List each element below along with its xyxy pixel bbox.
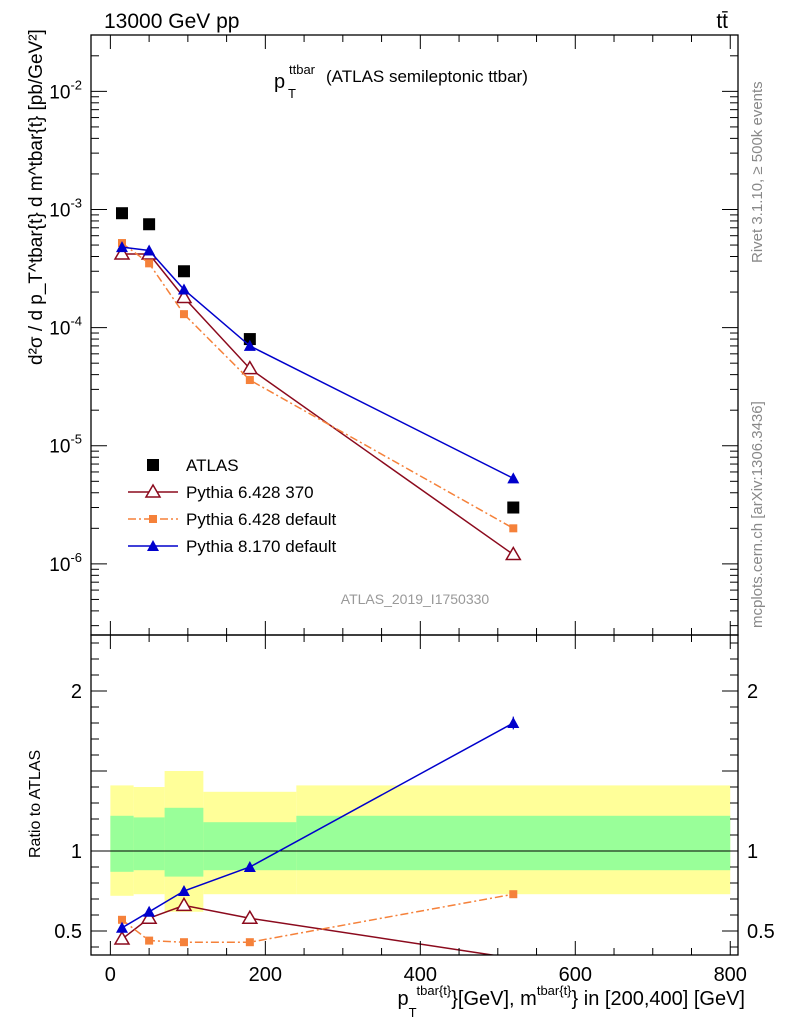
main-y-tick-label-3: 10-5: [49, 432, 82, 458]
x-axis-label: pTtbar{t}}[GeV], mtbar{t}} in [200,400] …: [397, 983, 745, 1020]
main-y-tick-label-exp-2: -4: [70, 314, 82, 329]
main-point-pythia-8-170-default-4: [507, 472, 520, 484]
main-point-pythia-8-170-default-2: [177, 283, 190, 295]
ratio-y-tick-label-right-2: 2: [747, 681, 758, 703]
main-point-pythia-8-170-default-1: [143, 244, 156, 256]
main-y-tick-label-base-2: 10: [49, 319, 70, 340]
title-superscript: ttbar: [289, 62, 316, 77]
main-point-pythia-6-428-default-2: [179, 310, 188, 319]
ratio-y-tick-label-right-1: 1: [747, 841, 758, 863]
ratio-point-pythia-6-428-370-1: [140, 909, 158, 924]
ratio-point-pythia-6-428-default-0: [117, 915, 126, 924]
title-subscript: T: [288, 86, 296, 101]
main-y-tick-label-0: 10-2: [49, 77, 82, 103]
ratio-point-pythia-6-428-default-3: [245, 938, 254, 947]
main-y-axis-label: d²σ / d p_T^tbar{t} d m^tbar{t} [pb/GeV²…: [26, 29, 47, 365]
ratio-point-pythia-8-170-default-0: [115, 921, 128, 933]
main-y-tick-label-exp-3: -5: [70, 432, 82, 447]
ratio-point-pythia-6-428-default-2: [179, 938, 188, 947]
legend-marker-pythia-6-428-default: [149, 515, 157, 523]
main-y-tick-label-2: 10-4: [49, 314, 82, 340]
main-point-pythia-6-428-370-3: [241, 360, 259, 375]
main-point-pythia-6-428-default-1: [145, 259, 154, 268]
plot-title: p ttbar T (ATLAS semileptonic ttbar): [274, 62, 528, 101]
main-point-pythia-8-170-default-3: [243, 339, 256, 351]
ratio-uncertainty-bands: [110, 771, 731, 912]
main-y-tick-label-base-0: 10: [49, 82, 70, 103]
mcplots-label: mcplots.cern.ch [arXiv:1306.3436]: [749, 401, 766, 628]
ratio-y-tick-label-left-2: 2: [71, 681, 82, 703]
x-tick-label-800: 800: [714, 964, 747, 986]
main-y-tick-label-base-3: 10: [49, 437, 70, 458]
main-point-pythia-6-428-370-2: [175, 288, 193, 304]
legend-label-pythia-6-428-370: Pythia 6.428 370: [186, 483, 314, 502]
title-p-symbol: p: [274, 71, 285, 93]
main-point-pythia-6-428-default-3: [245, 376, 254, 385]
main-series-group: [113, 207, 522, 561]
ratio-y-tick-label-left-0.5: 0.5: [54, 921, 82, 943]
legend-label-pythia-8-170-default: Pythia 8.170 default: [186, 537, 337, 556]
x-tick-label-200: 200: [249, 964, 282, 986]
main-line-pythia-6-428-default: [121, 242, 514, 529]
x-tick-label-0: 0: [105, 964, 116, 986]
main-point-atlas-2: [177, 265, 190, 278]
ratio-point-pythia-6-428-default-1: [145, 936, 154, 945]
x-tick-label-600: 600: [559, 964, 592, 986]
ratio-plot-frame: [90, 634, 739, 956]
main-y-tick-label-exp-1: -3: [70, 195, 82, 210]
analysis-id-label: ATLAS_2019_I1750330: [341, 591, 490, 607]
legend-label-atlas: ATLAS: [186, 456, 239, 475]
x-axis-label-p: p: [397, 988, 408, 1010]
main-y-tick-label-4: 10-6: [49, 550, 82, 576]
ratio-point-pythia-6-428-370-3: [241, 909, 259, 924]
main-point-atlas-1: [143, 218, 156, 231]
legend-marker-pythia-8-170-default: [147, 540, 159, 551]
main-y-tick-label-base-1: 10: [49, 200, 70, 221]
main-point-atlas-4: [507, 501, 520, 514]
legend-marker-atlas: [147, 459, 159, 471]
x-axis-label-sup2: tbar{t}: [537, 983, 572, 998]
main-point-pythia-8-170-default-0: [115, 241, 128, 253]
ratio-y-tick-label-right-0.5: 0.5: [747, 921, 775, 943]
ratio-point-pythia-6-428-370-2: [175, 896, 193, 912]
header-left-label: 13000 GeV pp: [104, 10, 239, 33]
legend: ATLAS Pythia 6.428 370 Pythia 6.428 defaul…: [128, 456, 337, 556]
green-band-2: [164, 807, 204, 877]
main-point-pythia-6-428-default-4: [509, 524, 518, 533]
main-point-atlas-0: [115, 207, 128, 220]
x-axis-label-mid: }[GeV], m: [451, 988, 537, 1010]
x-axis-label-sup: tbar{t}: [417, 983, 452, 998]
ratio-point-pythia-6-428-default-4: [509, 890, 518, 899]
green-band-4: [296, 815, 731, 871]
ratio-point-pythia-6-428-370-0: [113, 930, 131, 945]
main-point-atlas-3: [243, 333, 256, 346]
rivet-version-label: Rivet 3.1.10, ≥ 500k events: [749, 81, 766, 263]
ratio-point-pythia-8-170-default-3: [243, 861, 256, 872]
legend-marker-pythia-6-428-370: [144, 483, 162, 498]
header-right-label: tt̄: [716, 10, 728, 33]
main-point-pythia-6-428-370-0: [113, 245, 131, 260]
ratio-y-axis-label: Ratio to ATLAS: [27, 750, 44, 858]
main-y-tick-label-exp-0: -2: [70, 77, 82, 92]
ratio-point-pythia-8-170-default-2: [177, 885, 190, 896]
ratio-series-group: [113, 716, 520, 955]
main-line-pythia-8-170-default: [121, 246, 514, 479]
x-axis-label-end: } in [200,400] [GeV]: [572, 988, 745, 1010]
green-band-0: [110, 815, 134, 872]
x-tick-label-400: 400: [404, 964, 437, 986]
main-y-tick-label-1: 10-3: [49, 195, 82, 221]
ratio-point-pythia-8-170-default-1: [143, 905, 156, 917]
green-band-1: [133, 817, 165, 871]
ratio-line-pythia-6-428-370: [121, 904, 498, 955]
ratio-y-tick-label-left-1: 1: [71, 841, 82, 863]
legend-label-pythia-6-428-default: Pythia 6.428 default: [186, 510, 337, 529]
main-point-pythia-6-428-370-4: [504, 546, 522, 561]
main-y-tick-label-base-4: 10: [49, 555, 70, 576]
axis-ticks: [91, 34, 738, 955]
main-y-tick-label-exp-4: -6: [70, 550, 82, 565]
x-axis-label-sub: T: [409, 1005, 417, 1020]
title-description: (ATLAS semileptonic ttbar): [326, 67, 528, 86]
